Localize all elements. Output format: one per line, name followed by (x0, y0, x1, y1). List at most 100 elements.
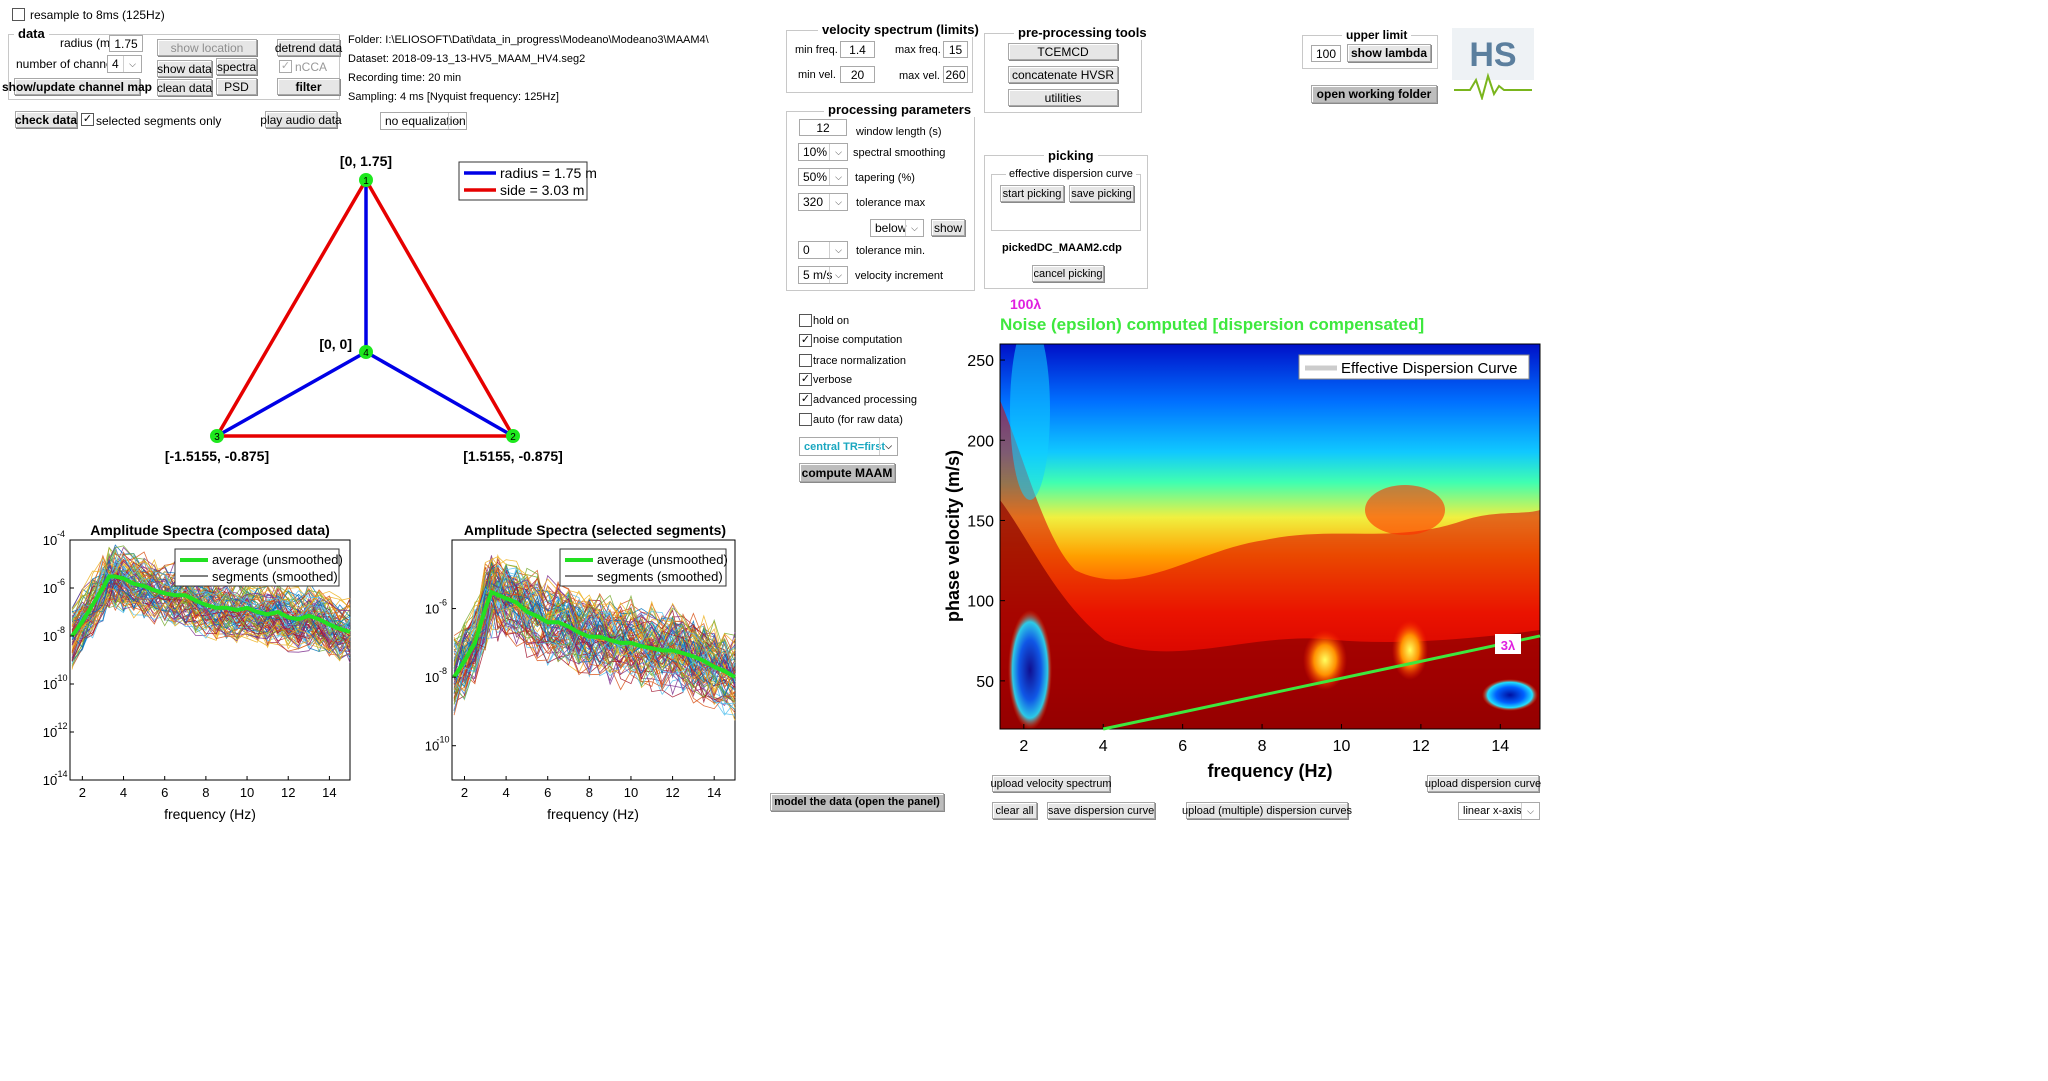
clean-data-button[interactable]: clean data (156, 79, 213, 96)
advanced-processing-checkbox[interactable]: ✓ (799, 393, 812, 406)
spectra-right-series (452, 553, 736, 721)
max-freq-input[interactable]: 15 (943, 41, 968, 58)
cancel-picking-button[interactable]: cancel picking (1032, 265, 1104, 282)
velocity-spectrum-title: velocity spectrum (limits) (818, 22, 983, 37)
below-select[interactable]: below ⌵ (870, 219, 924, 237)
segment-line (71, 588, 351, 662)
save-dispersion-curve-button[interactable]: save dispersion curve (1047, 802, 1155, 819)
node-2-coord: [1.5155, -0.875] (463, 448, 563, 464)
x-axis-scale-select[interactable]: linear x-axis ⌵ (1458, 802, 1540, 820)
resample-checkbox[interactable] (12, 8, 25, 21)
preprocessing-title: pre-processing tools (1014, 25, 1151, 40)
radius-label: radius (m): (60, 36, 118, 50)
show-tolerance-button[interactable]: show (931, 219, 965, 236)
show-channel-map-button[interactable]: show/update channel map (1, 78, 153, 95)
smoothing-select[interactable]: 10% ⌵ (798, 143, 848, 161)
central-tr-select[interactable]: central TR=first ⌵ (799, 437, 898, 456)
velocity-increment-select[interactable]: 5 m/s ⌵ (798, 266, 848, 284)
heatmap-title: Noise (epsilon) computed [dispersion com… (1000, 315, 1425, 334)
upload-multiple-dispersion-button[interactable]: upload (multiple) dispersion curves (1182, 802, 1352, 819)
segment-line (71, 576, 351, 653)
auto-checkbox[interactable] (799, 413, 812, 426)
picking-title: picking (1044, 148, 1098, 163)
channels-select[interactable]: 4 ⌵ (107, 55, 142, 73)
utilities-button[interactable]: utilities (1008, 89, 1118, 106)
upper-limit-title: upper limit (1342, 28, 1412, 42)
picking-subtitle: effective dispersion curve (1006, 168, 1136, 180)
show-data-button[interactable]: show data (157, 60, 212, 77)
min-vel-input[interactable]: 20 (840, 66, 875, 83)
save-picking-button[interactable]: save picking (1069, 185, 1134, 202)
y-tick-label: 10 (43, 725, 57, 740)
radius-input[interactable]: 1.75 (109, 35, 143, 52)
segment-line (453, 553, 736, 669)
psd-button[interactable]: PSD (216, 78, 257, 95)
show-location-button[interactable]: show location (157, 39, 257, 56)
compute-maam-button[interactable]: compute MAAM (799, 463, 895, 482)
tolerance-max-value: 320 (803, 195, 824, 209)
clear-all-button[interactable]: clear all (992, 802, 1037, 819)
tapering-select[interactable]: 50% ⌵ (798, 168, 848, 186)
max-vel-input[interactable]: 260 (943, 66, 968, 83)
check-data-button[interactable]: check data (14, 111, 78, 128)
chevron-down-icon: ⌵ (448, 113, 466, 129)
x-tick-label: 12 (281, 785, 295, 800)
play-audio-button[interactable]: play audio data (260, 111, 342, 128)
model-data-button[interactable]: model the data (open the panel) (770, 793, 944, 811)
selected-segments-checkbox[interactable]: ✓ (81, 113, 94, 126)
channels-label: number of channels: (16, 57, 125, 71)
x-tick-label: 14 (322, 785, 336, 800)
y-tick-label: 250 (967, 353, 994, 370)
equalization-select[interactable]: no equalization ⌵ (380, 112, 467, 130)
hold-on-checkbox[interactable] (799, 314, 812, 327)
tolerance-min-value: 0 (803, 243, 810, 257)
filter-button[interactable]: filter (277, 78, 340, 95)
tolerance-max-select[interactable]: 320 ⌵ (798, 193, 848, 211)
dispersion-heatmap: 2 4 6 8 10 12 14 50 100 150 200 250 Effective Dispe… (943, 343, 1541, 781)
picked-file-name: pickedDC_MAAM2.cdp (1002, 242, 1122, 254)
y-tick-exponent: -4 (57, 529, 65, 539)
trace-normalization-checkbox[interactable] (799, 354, 812, 367)
node-4-number: 4 (363, 348, 369, 359)
resample-label: resample to 8ms (125Hz) (30, 8, 165, 22)
tolerance-min-select[interactable]: 0 ⌵ (798, 241, 848, 259)
y-tick-exponent: -10 (54, 673, 67, 683)
noise-computation-label: noise computation (813, 334, 903, 346)
x-tick-label: 14 (707, 785, 721, 800)
concatenate-hvsr-button[interactable]: concatenate HVSR (1008, 66, 1118, 83)
node-3 (210, 429, 224, 443)
segment-line (71, 562, 351, 638)
heatmap-legend-label: Effective Dispersion Curve (1341, 360, 1517, 377)
y-tick-label: 100 (967, 594, 994, 611)
show-lambda-button[interactable]: show lambda (1347, 44, 1431, 62)
y-tick-exponent: -6 (439, 598, 447, 608)
segment-line (453, 588, 736, 699)
upload-velocity-spectrum-button[interactable]: upload velocity spectrum (990, 775, 1112, 792)
verbose-checkbox[interactable]: ✓ (799, 373, 812, 386)
max-freq-label: max freq. (895, 44, 941, 56)
segment-line (71, 576, 351, 654)
x-tick-label: 10 (624, 785, 638, 800)
tcemcd-button[interactable]: TCEMCD (1008, 43, 1118, 60)
spectra-button[interactable]: spectra (216, 58, 257, 75)
node-1-number: 1 (363, 176, 369, 187)
segment-line (71, 554, 351, 639)
segment-line (453, 593, 736, 688)
y-tick-label: 10 (43, 773, 57, 788)
window-length-input[interactable]: 12 (799, 119, 847, 136)
lambda3-box: 3λ (1495, 634, 1521, 654)
min-freq-input[interactable]: 1.4 (840, 41, 875, 58)
noise-computation-checkbox[interactable]: ✓ (799, 334, 812, 347)
open-working-folder-button[interactable]: open working folder (1311, 85, 1437, 103)
start-picking-button[interactable]: start picking (1000, 185, 1064, 202)
upper-limit-input[interactable]: 100 (1311, 45, 1341, 62)
upload-dispersion-curve-button[interactable]: upload dispersion curve (1425, 775, 1541, 792)
heatmap-xlabel: frequency (Hz) (1207, 761, 1332, 781)
array-legend: radius = 1.75 m side = 3.03 m (458, 161, 597, 201)
tapering-label: tapering (%) (855, 172, 915, 184)
spectra-right-legend-seg: segments (smoothed) (597, 569, 723, 584)
x-tick-label: 2 (1019, 738, 1028, 755)
chevron-down-icon: ⌵ (829, 242, 847, 258)
detrend-data-button[interactable]: detrend data (274, 39, 343, 56)
ncca-checkbox[interactable]: ✓ (279, 60, 292, 73)
